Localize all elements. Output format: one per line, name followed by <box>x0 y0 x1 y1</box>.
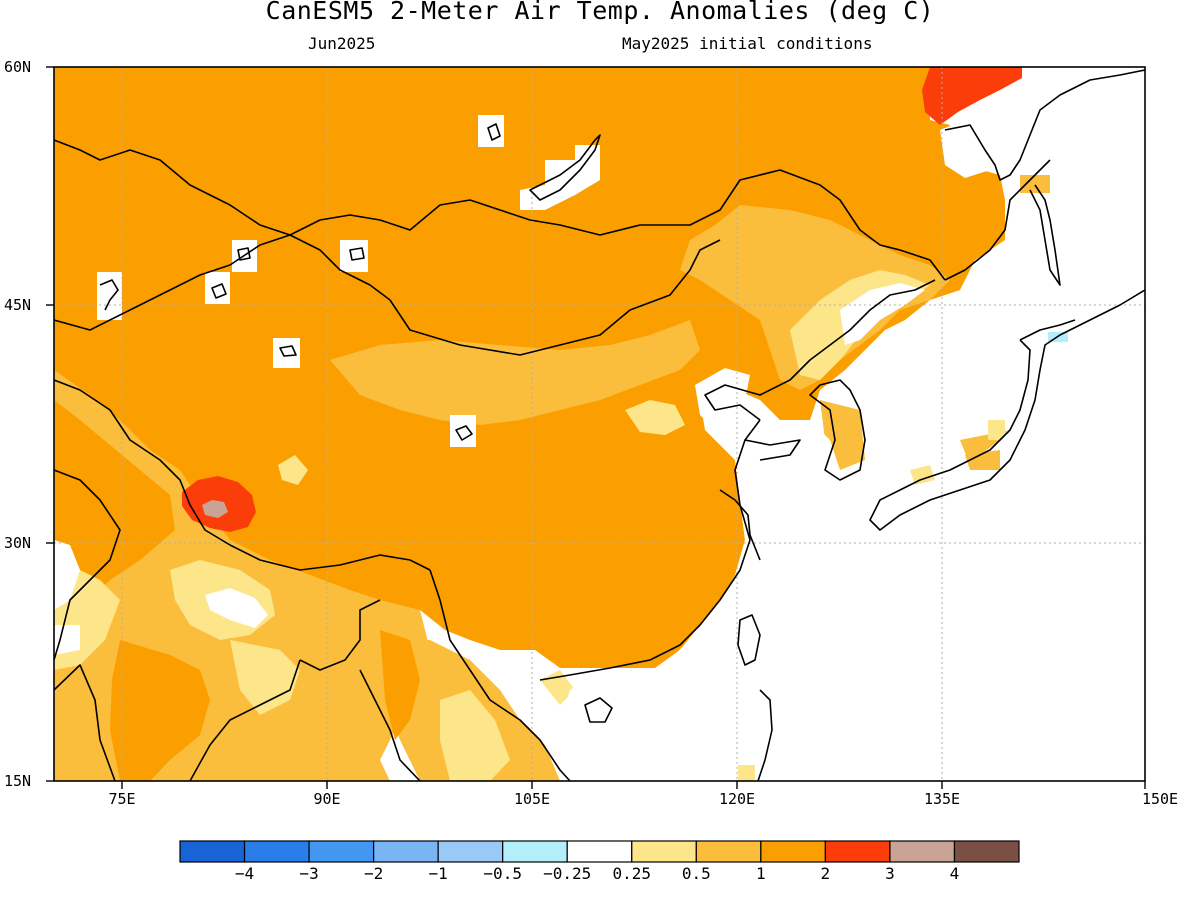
colorbar-tick-label: −3 <box>299 864 319 883</box>
initial-conditions: May2025 initial conditions <box>622 34 873 53</box>
colorbar-tick-label: 2 <box>820 864 831 883</box>
neutral-patch <box>520 145 600 210</box>
anomaly-region-1-2 <box>54 400 175 625</box>
neutral-ocean <box>940 120 990 178</box>
lat-label-15n: 15N <box>4 772 32 790</box>
lon-label-135e: 135E <box>923 790 961 808</box>
colorbar-tick-label: 1 <box>756 864 766 883</box>
neutral-patch <box>840 283 925 345</box>
neutral-ocean <box>1000 75 1030 110</box>
neutral-patch <box>54 625 80 655</box>
neutral-patch <box>695 368 750 430</box>
colorbar-swatch <box>760 840 826 863</box>
neutral-ocean <box>560 200 1145 781</box>
anomaly-region-3-4 <box>202 500 228 518</box>
colorbar-tick-label: −0.25 <box>543 864 592 883</box>
anomaly-region-025-05 <box>625 400 685 435</box>
lon-label-120e: 120E <box>718 790 756 808</box>
colorbar-swatch <box>695 840 762 863</box>
anomaly-region-025-05 <box>278 455 308 485</box>
lon-label-150e: 150E <box>1141 790 1179 808</box>
colorbar-swatch <box>373 840 439 863</box>
colorbar-swatch <box>502 840 568 863</box>
lat-label-45n: 45N <box>4 296 32 314</box>
neutral-patch <box>478 115 504 147</box>
coastlines-and-borders <box>54 69 1145 781</box>
anomaly-region-025-05 <box>988 420 1005 440</box>
map-title: CanESM5 2-Meter Air Temp. Anomalies (deg… <box>265 0 935 25</box>
colorbar-tick-label: −1 <box>428 864 448 883</box>
lon-label-90e: 90E <box>313 790 341 808</box>
anomaly-region-025-05 <box>230 640 300 715</box>
colorbar-swatch <box>566 840 633 863</box>
lat-label-60n: 60N <box>4 58 32 76</box>
colorbar-swatch <box>308 840 375 863</box>
forecast-month: Jun2025 <box>308 34 376 53</box>
map-frame <box>53 66 1146 782</box>
anomaly-region-05-1 <box>680 205 950 390</box>
neutral-ocean <box>1005 67 1145 300</box>
anomaly-region-025-05 <box>738 765 755 781</box>
colorbar-swatch <box>824 840 891 863</box>
colorbar-swatch <box>889 840 956 863</box>
colorbar-tick-label: 0.5 <box>681 864 711 883</box>
neutral-patch <box>205 272 230 304</box>
neutral-patch <box>54 540 80 610</box>
colorbar-swatch <box>179 840 246 863</box>
neutral-patch <box>450 415 476 447</box>
colorbar-swatch <box>437 840 504 863</box>
lon-label-75e: 75E <box>108 790 136 808</box>
colorbar-swatch <box>953 840 1020 863</box>
neutral-patch <box>205 588 268 628</box>
colorbar <box>179 840 1020 863</box>
anomaly-region-1-2 <box>110 640 210 781</box>
anomaly-region-05-1 <box>965 450 1000 470</box>
lat-label-30n: 30N <box>4 534 32 552</box>
colorbar-tick-label: −0.5 <box>483 864 522 883</box>
lon-label-105e: 105E <box>513 790 551 808</box>
anomaly-region-05-1 <box>1020 175 1050 193</box>
anomaly-region-2-3 <box>922 67 1022 125</box>
colorbar-tick-label: 3 <box>885 864 895 883</box>
anomaly-field <box>54 67 1145 781</box>
anomaly-region-025-05 <box>910 465 935 485</box>
colorbar-tick-label: 0.25 <box>612 864 652 883</box>
anomaly-region-025-05 <box>440 690 510 781</box>
anomaly-region-05-1 <box>330 320 700 425</box>
colorbar-tick-label: −2 <box>363 864 384 883</box>
graticule <box>54 67 1145 781</box>
axis-ticks <box>46 66 1146 789</box>
colorbar-tick-label: −4 <box>234 864 255 883</box>
colorbar-swatch <box>243 840 310 863</box>
colorbar-tick-label: 4 <box>949 864 960 883</box>
anomaly-region-1-2 <box>380 630 420 740</box>
colorbar-swatch <box>631 840 697 863</box>
neutral-patch <box>97 272 122 320</box>
